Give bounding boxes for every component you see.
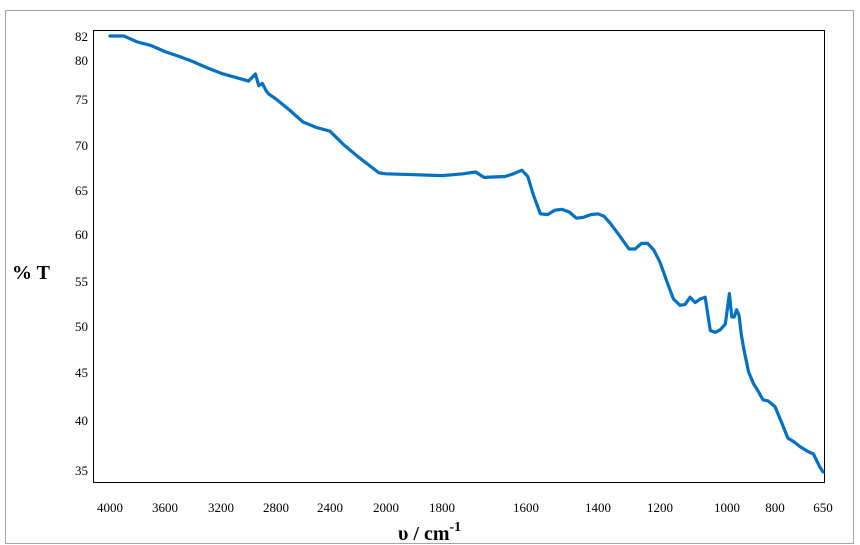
- x-axis-title-main: υ / cm: [398, 523, 450, 545]
- chart-frame: [5, 10, 854, 544]
- x-axis-title-superscript: -1: [449, 520, 461, 535]
- spectrum-series-line: [108, 34, 825, 474]
- plot-area: [93, 30, 825, 483]
- y-tick-label: 60: [75, 227, 88, 242]
- x-tick-label: 1000: [714, 500, 740, 515]
- y-tick-label: 82: [75, 29, 88, 44]
- y-tick-label: 40: [75, 413, 88, 428]
- y-axis: 82 80 75 70 65 60 55 50 45 40 35: [75, 29, 88, 478]
- y-tick-label: 80: [75, 53, 88, 68]
- x-tick-label: 650: [813, 500, 833, 515]
- x-tick-label: 4000: [97, 500, 123, 515]
- x-tick-label: 3200: [208, 500, 234, 515]
- y-tick-label: 65: [75, 183, 88, 198]
- x-tick-label: 1600: [513, 500, 539, 515]
- y-tick-label: 50: [75, 319, 88, 334]
- y-tick-label: 55: [75, 274, 88, 289]
- y-tick-label: 35: [75, 463, 88, 478]
- x-tick-label: 2800: [263, 500, 289, 515]
- y-tick-label: 45: [75, 365, 88, 380]
- x-tick-label: 800: [765, 500, 785, 515]
- x-axis-title: υ / cm-1: [398, 520, 461, 545]
- y-tick-label: 75: [75, 92, 88, 107]
- x-tick-label: 1200: [647, 500, 673, 515]
- y-axis-title: % T: [12, 262, 51, 284]
- x-tick-label: 3600: [152, 500, 178, 515]
- x-tick-label: 2400: [317, 500, 343, 515]
- series-layer: [108, 34, 825, 474]
- x-tick-label: 2000: [373, 500, 399, 515]
- x-axis: 4000 3600 3200 2800 2400 2000 1800 1600 1400 1200…: [97, 500, 833, 515]
- y-tick-label: 70: [75, 138, 88, 153]
- x-tick-label: 1400: [585, 500, 611, 515]
- x-tick-label: 1800: [429, 500, 455, 515]
